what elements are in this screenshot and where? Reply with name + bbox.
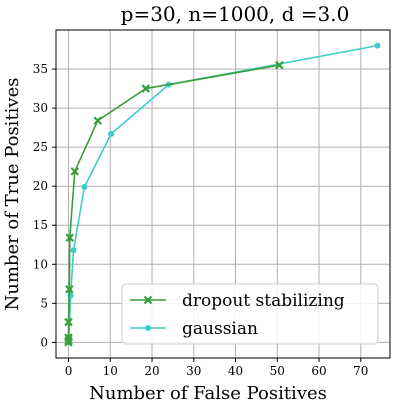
x-marker (65, 284, 74, 294)
x-tick-label: 10 (103, 364, 118, 378)
y-axis-label: Number of True Positives (2, 78, 23, 311)
x-tick-label: 40 (228, 364, 243, 378)
legend-item-dropout-stabilizing: dropout stabilizing (130, 291, 345, 311)
x-tick-label: 20 (144, 364, 159, 378)
legend-label: dropout stabilizing (182, 291, 345, 311)
grid (56, 30, 390, 358)
x-marker (64, 333, 73, 342)
x-tick-label: 70 (353, 364, 368, 378)
legend-label: gaussian (182, 319, 258, 339)
x-marker (93, 116, 103, 125)
dropout-stabilizing-series (64, 60, 284, 347)
circle-marker (81, 183, 88, 190)
x-marker (141, 84, 151, 93)
legend-box (121, 283, 379, 345)
circle-marker (70, 247, 77, 254)
circle-marker (145, 325, 151, 331)
x-tick-label: 50 (270, 364, 285, 378)
chart-title: p=30, n=1000, d =3.0 (121, 2, 350, 26)
ticks: 0 10 20 30 40 50 60 70 0 5 10 15 20 25 30 35 (33, 62, 369, 378)
y-tick-label: 15 (33, 218, 48, 232)
x-marker (275, 60, 284, 70)
x-tick-label: 60 (311, 364, 326, 378)
y-tick-label: 10 (33, 257, 48, 271)
y-tick-label: 0 (40, 335, 48, 349)
y-tick-label: 5 (40, 296, 48, 310)
legend-item-gaussian: gaussian (130, 319, 258, 339)
x-tick-label: 0 (65, 364, 73, 378)
x-marker (64, 317, 73, 327)
x-marker (65, 233, 75, 243)
y-tick-label: 20 (33, 179, 48, 193)
y-tick-label: 30 (33, 101, 48, 115)
circle-marker (108, 130, 115, 137)
series-layer (64, 42, 381, 347)
x-tick-label: 30 (186, 364, 201, 378)
plot-frame (55, 29, 391, 359)
x-axis-label: Number of False Positives (89, 383, 327, 400)
y-tick-label: 35 (33, 62, 48, 76)
x-marker (70, 167, 80, 176)
x-marker (143, 295, 153, 305)
legend: dropout stabilizing gaussian (121, 283, 379, 345)
circle-marker (374, 42, 381, 49)
y-tick-label: 25 (33, 140, 48, 154)
